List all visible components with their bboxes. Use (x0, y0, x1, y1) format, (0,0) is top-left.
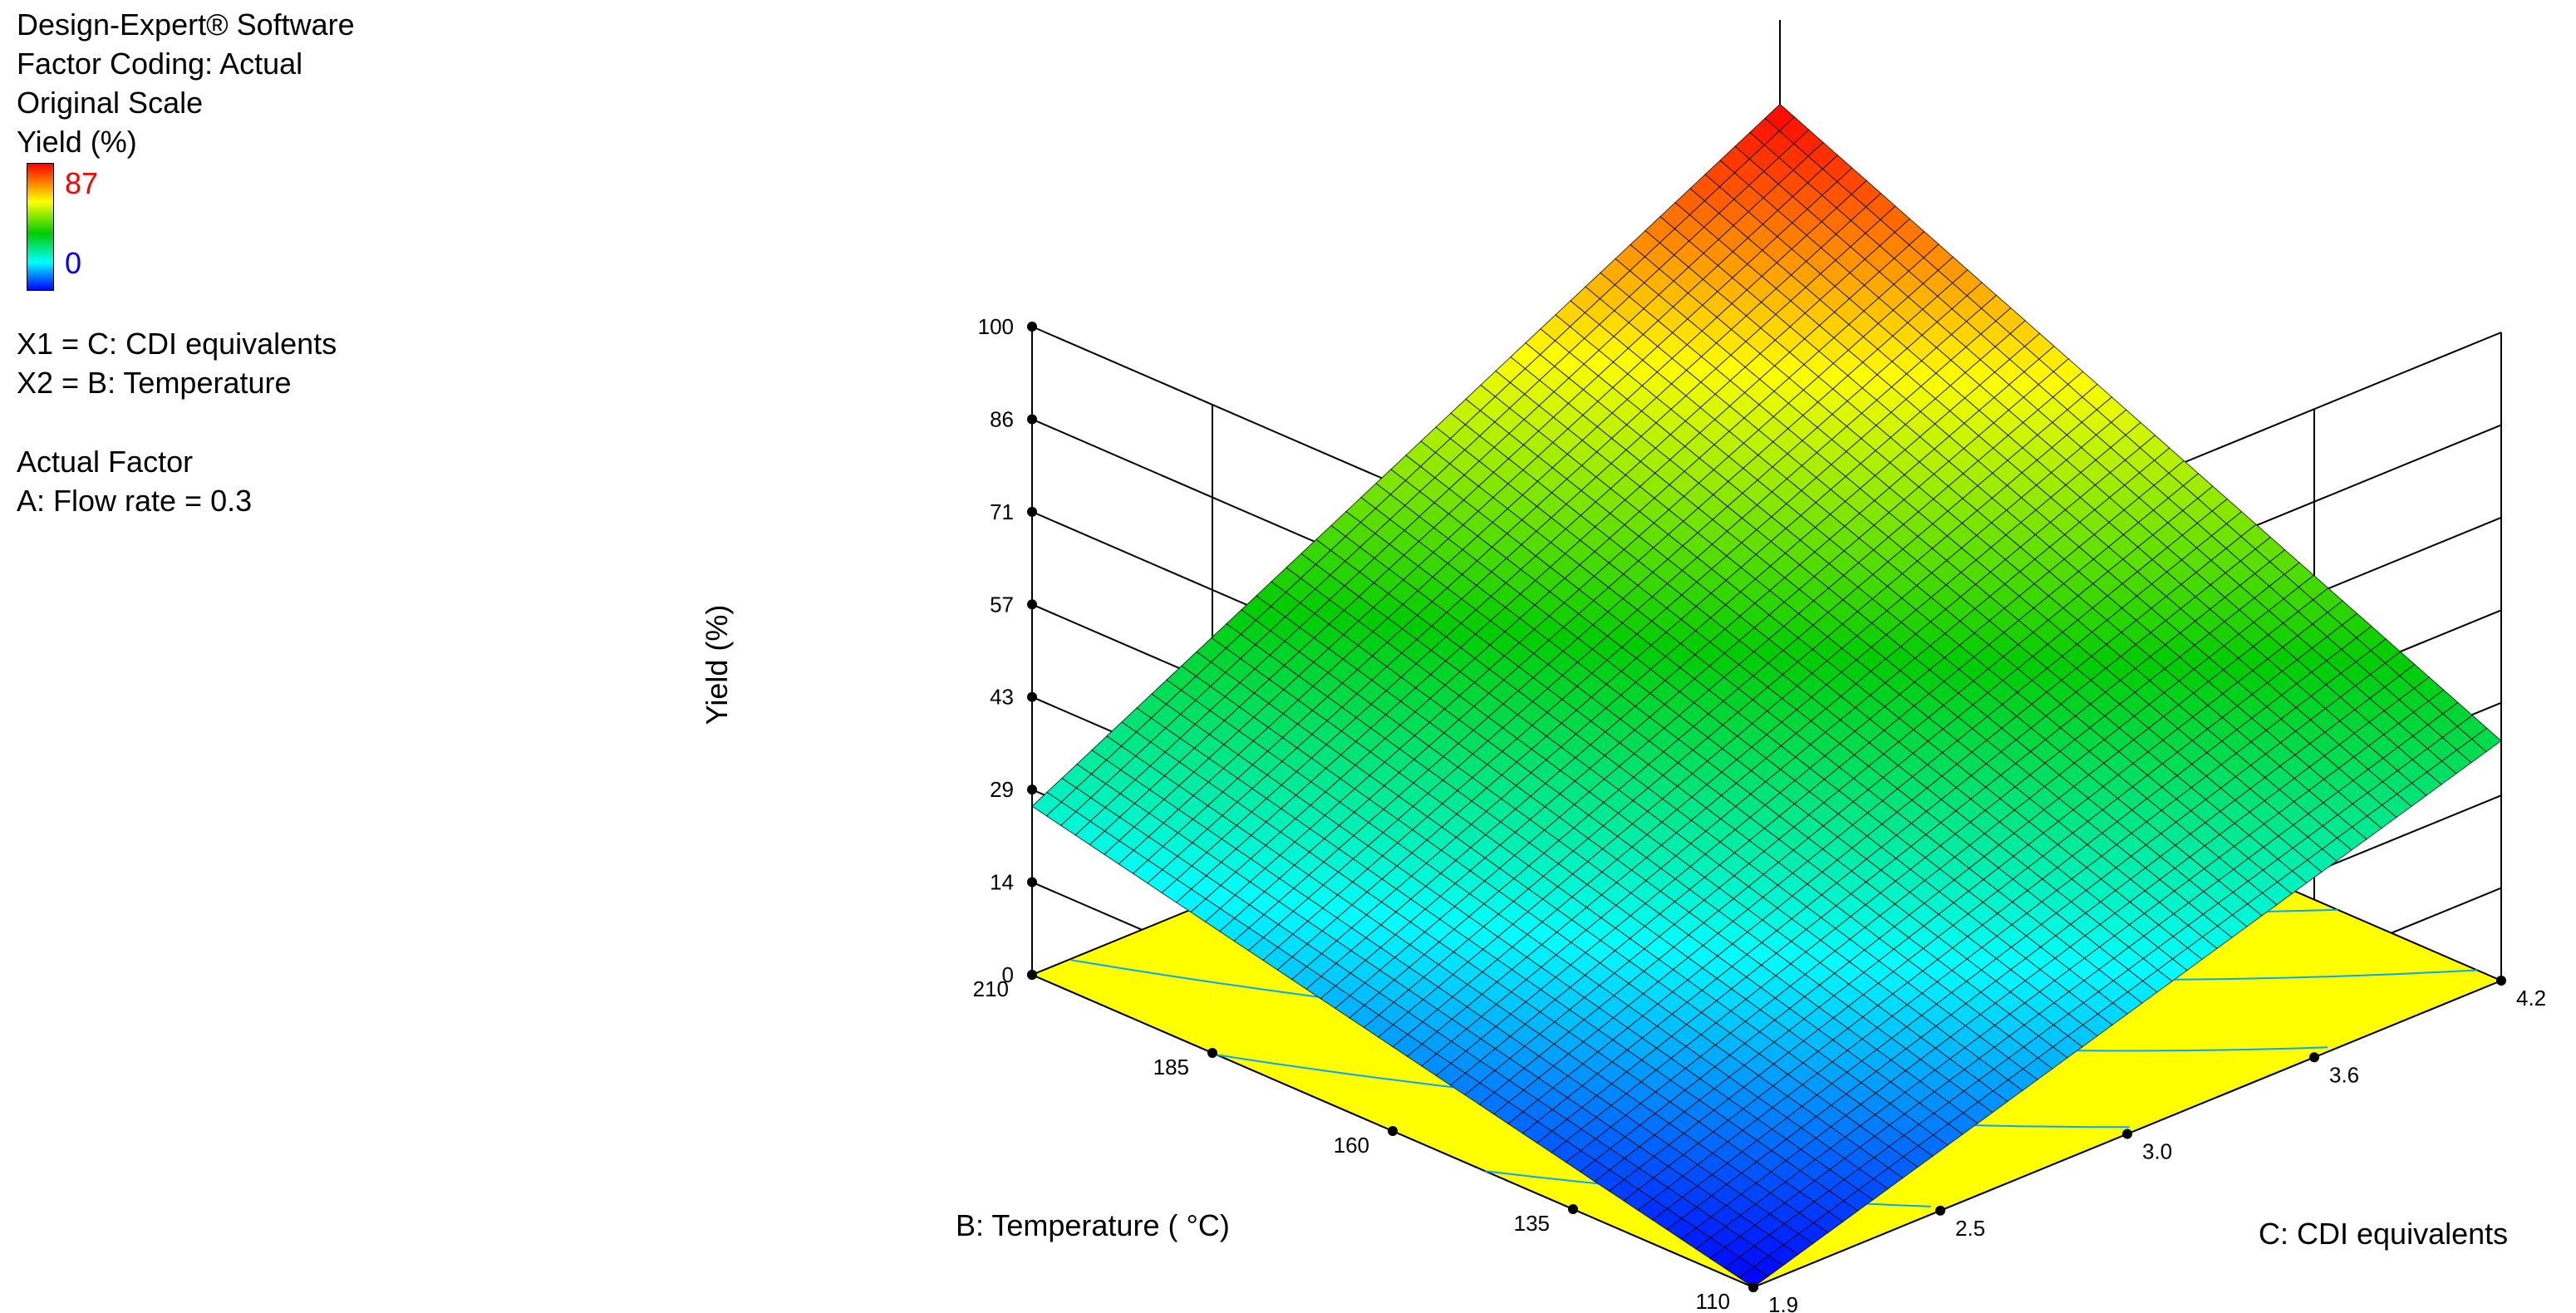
x1-definition: X1 = C: CDI equivalents (17, 327, 337, 361)
z-tick-label: 86 (990, 406, 1014, 431)
z-tick-label: 71 (990, 499, 1014, 524)
x-tick-mark (2309, 1052, 2319, 1063)
y-tick-mark (1027, 970, 1037, 980)
x-tick-label: 2.5 (1955, 1216, 1985, 1241)
y-tick-label: 210 (973, 976, 1009, 1001)
z-tick-label: 29 (990, 777, 1014, 802)
y-tick-label: 185 (1153, 1055, 1189, 1079)
x-tick-mark (1935, 1205, 1945, 1216)
x-tick-mark (2122, 1129, 2132, 1139)
z-tick-mark (1027, 877, 1037, 888)
z-tick-label: 100 (978, 314, 1014, 339)
z-tick-mark (1027, 784, 1037, 795)
software-title: Design-Expert® Software (17, 7, 355, 42)
x-tick-label: 3.0 (2142, 1139, 2172, 1164)
surface-cell (1764, 103, 1796, 132)
z-tick-mark (1027, 506, 1037, 517)
y-tick-label: 110 (1696, 1289, 1730, 1313)
x-tick-label: 3.6 (2329, 1062, 2359, 1087)
factor-coding: Factor Coding: Actual (17, 47, 303, 81)
z-tick-label: 43 (990, 685, 1014, 710)
color-bar-min: 0 (65, 246, 82, 280)
x-tick-label: 4.2 (2516, 986, 2546, 1011)
x-tick-mark (1748, 1282, 1758, 1292)
z-tick-label: 14 (990, 870, 1014, 895)
y-tick-label: 135 (1514, 1211, 1550, 1236)
color-bar (27, 163, 54, 291)
color-bar-max: 87 (65, 166, 99, 200)
response-label: Yield (%) (17, 125, 137, 159)
actual-factor-value: A: Flow rate = 0.3 (17, 484, 253, 518)
y-tick-label: 160 (1334, 1133, 1369, 1158)
z-tick-mark (1027, 691, 1037, 702)
x2-definition: X2 = B: Temperature (17, 366, 292, 400)
z-tick-label: 57 (990, 592, 1014, 617)
y-axis-title: B: Temperature ( °C) (956, 1208, 1230, 1242)
response-surface (1031, 103, 2502, 1288)
y-tick-mark (1207, 1048, 1217, 1058)
scale-label: Original Scale (17, 86, 204, 120)
y-tick-mark (1568, 1204, 1578, 1214)
axes: 0 14 29 43 57 71 86 100 110 135 160 185 210 1.9 2.5 3.0… (700, 314, 2546, 1313)
z-tick-mark (1027, 414, 1037, 425)
z-tick-label: 0 (1002, 962, 1014, 987)
x-tick-mark (2496, 976, 2506, 986)
z-tick-mark (1027, 322, 1037, 332)
z-tick-mark (1027, 599, 1037, 610)
y-tick-mark (1388, 1126, 1398, 1136)
actual-factor-title: Actual Factor (17, 445, 194, 479)
x-tick-label: 1.9 (1768, 1292, 1798, 1313)
z-axis-title: Yield (%) (700, 605, 734, 725)
x-axis-title: C: CDI equivalents (2259, 1217, 2508, 1251)
